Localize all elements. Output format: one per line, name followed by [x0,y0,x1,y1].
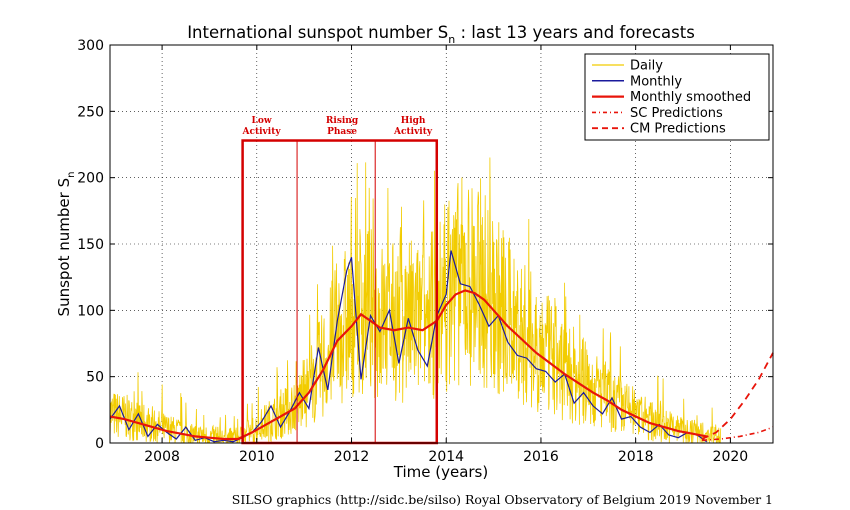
phase-label: Phase [327,127,357,137]
legend-label: Monthly [630,74,682,89]
legend-label: Monthly smoothed [630,90,751,105]
chart-texts: International sunspot number Sn : last 1… [55,23,773,507]
legend-label: CM Predictions [630,122,726,137]
x-tick-label: 2014 [428,449,464,465]
x-tick-label: 2008 [144,449,180,465]
phase-label: Low [251,116,271,126]
phase-label: Activity [242,127,282,137]
axis-ticks: 2008 2010 2012 2014 2016 2018 2020 0 50 100 150 200… [77,38,774,465]
x-tick-label: 2016 [523,449,559,465]
y-tick-label: 50 [86,370,104,386]
x-tick-label: 2012 [334,449,370,465]
smoothed-line [109,289,707,441]
y-tick-label: 100 [77,303,104,319]
phase-label: Rising [326,116,359,126]
y-tick-label: 150 [77,237,104,253]
legend-label: SC Predictions [630,106,723,121]
x-axis-label: Time (years) [393,463,488,481]
legend-label: Daily [630,59,663,74]
cm-prediction-line [701,352,774,440]
y-tick-label: 300 [77,38,104,54]
line-series [109,250,774,443]
daily-line [109,157,722,444]
credit-text: SILSO graphics (http://sidc.be/silso) Ro… [232,492,773,507]
phase-label: High [401,116,426,126]
daily-series [109,157,722,444]
y-tick-label: 0 [95,436,104,452]
y-tick-label: 200 [77,171,104,187]
x-tick-label: 2018 [618,449,654,465]
y-tick-label: 250 [77,104,104,120]
x-tick-label: 2010 [239,449,275,465]
chart-title: International sunspot number Sn : last 1… [187,23,695,46]
phase-label: Activity [393,127,433,137]
y-axis-label: Sunspot number Sn [55,172,77,317]
monthly-line [109,250,708,443]
sc-prediction-line [701,426,774,442]
x-tick-label: 2020 [713,449,749,465]
